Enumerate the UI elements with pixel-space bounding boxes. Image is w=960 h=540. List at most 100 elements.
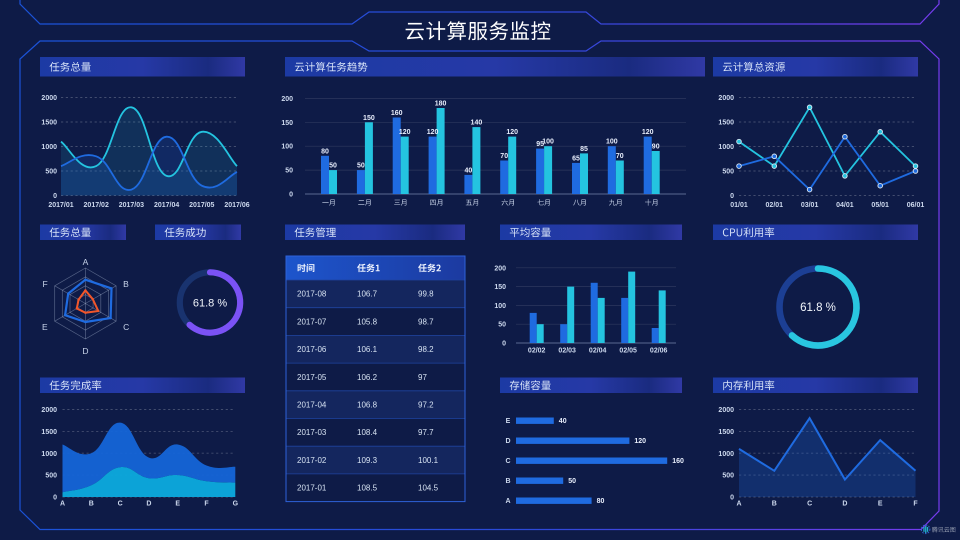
svg-text:0: 0: [289, 192, 293, 199]
svg-text:61.8 %: 61.8 %: [193, 298, 227, 310]
svg-text:108.5: 108.5: [357, 484, 378, 493]
svg-text:E: E: [175, 501, 180, 508]
svg-text:0: 0: [502, 341, 506, 348]
svg-text:02/04: 02/04: [589, 348, 607, 355]
svg-text:2017/02: 2017/02: [84, 202, 109, 209]
svg-text:50: 50: [329, 163, 337, 170]
svg-text:104.5: 104.5: [418, 484, 439, 493]
svg-text:02/06: 02/06: [650, 348, 668, 355]
svg-text:F: F: [204, 501, 209, 508]
svg-text:150: 150: [281, 120, 293, 127]
svg-text:C: C: [123, 322, 129, 332]
svg-text:2017/03: 2017/03: [119, 202, 144, 209]
svg-text:C: C: [118, 501, 123, 508]
svg-text:2000: 2000: [718, 95, 734, 102]
svg-text:03/01: 03/01: [801, 202, 819, 209]
svg-text:F: F: [42, 279, 47, 289]
svg-text:100.1: 100.1: [418, 456, 439, 465]
svg-text:A: A: [736, 501, 741, 508]
svg-text:1500: 1500: [718, 120, 734, 127]
svg-text:40: 40: [465, 167, 473, 174]
svg-text:120: 120: [399, 129, 411, 136]
svg-text:160: 160: [672, 458, 684, 465]
svg-text:100: 100: [606, 139, 618, 146]
svg-text:02/05: 02/05: [619, 348, 637, 355]
svg-text:140: 140: [471, 120, 483, 127]
svg-text:50: 50: [498, 322, 506, 329]
svg-text:B: B: [89, 501, 94, 508]
svg-text:04/01: 04/01: [836, 202, 854, 209]
svg-text:500: 500: [722, 473, 734, 480]
svg-text:2017/04: 2017/04: [154, 202, 179, 209]
svg-text:1500: 1500: [718, 429, 734, 436]
svg-text:1000: 1000: [718, 144, 734, 151]
svg-text:2000: 2000: [41, 95, 57, 102]
svg-text:D: D: [82, 346, 88, 356]
svg-text:109.3: 109.3: [357, 456, 378, 465]
svg-text:2000: 2000: [718, 407, 734, 414]
svg-text:2017/06: 2017/06: [224, 202, 249, 209]
svg-text:02/03: 02/03: [558, 348, 576, 355]
svg-text:106.2: 106.2: [357, 373, 378, 382]
svg-text:2017-04: 2017-04: [297, 401, 327, 410]
svg-text:D: D: [146, 501, 151, 508]
svg-text:B: B: [505, 478, 510, 485]
svg-text:1000: 1000: [41, 144, 57, 151]
svg-text:98.2: 98.2: [418, 345, 434, 354]
svg-text:G: G: [233, 501, 239, 508]
svg-text:120: 120: [634, 438, 646, 445]
svg-text:90: 90: [652, 144, 660, 151]
svg-text:40: 40: [559, 418, 567, 425]
svg-text:F: F: [913, 501, 918, 508]
svg-text:500: 500: [45, 473, 57, 480]
svg-text:A: A: [83, 257, 89, 267]
svg-text:105.8: 105.8: [357, 317, 378, 326]
svg-text:97.2: 97.2: [418, 401, 434, 410]
svg-text:2017-05: 2017-05: [297, 373, 327, 382]
svg-text:02/01: 02/01: [766, 202, 784, 209]
svg-text:01/01: 01/01: [730, 202, 748, 209]
svg-text:C: C: [505, 458, 510, 465]
svg-text:180: 180: [435, 101, 447, 108]
svg-text:97.7: 97.7: [418, 428, 434, 437]
svg-text:160: 160: [391, 110, 403, 117]
svg-text:2017-06: 2017-06: [297, 345, 327, 354]
svg-text:95: 95: [536, 141, 544, 148]
svg-text:E: E: [506, 418, 511, 425]
svg-text:65: 65: [572, 155, 580, 162]
svg-text:80: 80: [597, 498, 605, 505]
svg-text:2017-01: 2017-01: [297, 484, 327, 493]
svg-text:1500: 1500: [41, 429, 57, 436]
svg-text:E: E: [42, 322, 48, 332]
svg-text:106.1: 106.1: [357, 345, 378, 354]
svg-text:D: D: [842, 501, 847, 508]
svg-text:200: 200: [494, 265, 506, 272]
svg-text:50: 50: [568, 478, 576, 485]
svg-text:150: 150: [494, 284, 506, 291]
svg-text:02/02: 02/02: [528, 348, 546, 355]
svg-text:500: 500: [45, 169, 57, 176]
svg-text:0: 0: [53, 193, 57, 200]
svg-text:80: 80: [321, 148, 329, 155]
svg-text:B: B: [772, 501, 777, 508]
svg-text:0: 0: [730, 193, 734, 200]
svg-text:120: 120: [427, 129, 439, 136]
svg-text:05/01: 05/01: [871, 202, 889, 209]
svg-text:2017/05: 2017/05: [189, 202, 214, 209]
svg-text:98.7: 98.7: [418, 317, 434, 326]
svg-text:2017-07: 2017-07: [297, 317, 327, 326]
svg-text:1500: 1500: [41, 120, 57, 127]
svg-text:61.8 %: 61.8 %: [800, 302, 836, 314]
svg-text:99.8: 99.8: [418, 290, 434, 299]
svg-text:100: 100: [494, 303, 506, 310]
svg-text:2017/01: 2017/01: [48, 202, 73, 209]
svg-text:100: 100: [281, 144, 293, 151]
svg-text:1000: 1000: [41, 451, 57, 458]
svg-text:100: 100: [542, 139, 554, 146]
svg-text:85: 85: [580, 146, 588, 153]
svg-text:106.7: 106.7: [357, 290, 378, 299]
svg-text:50: 50: [285, 168, 293, 175]
svg-text:106.8: 106.8: [357, 401, 378, 410]
svg-text:D: D: [505, 438, 510, 445]
svg-text:B: B: [123, 279, 129, 289]
